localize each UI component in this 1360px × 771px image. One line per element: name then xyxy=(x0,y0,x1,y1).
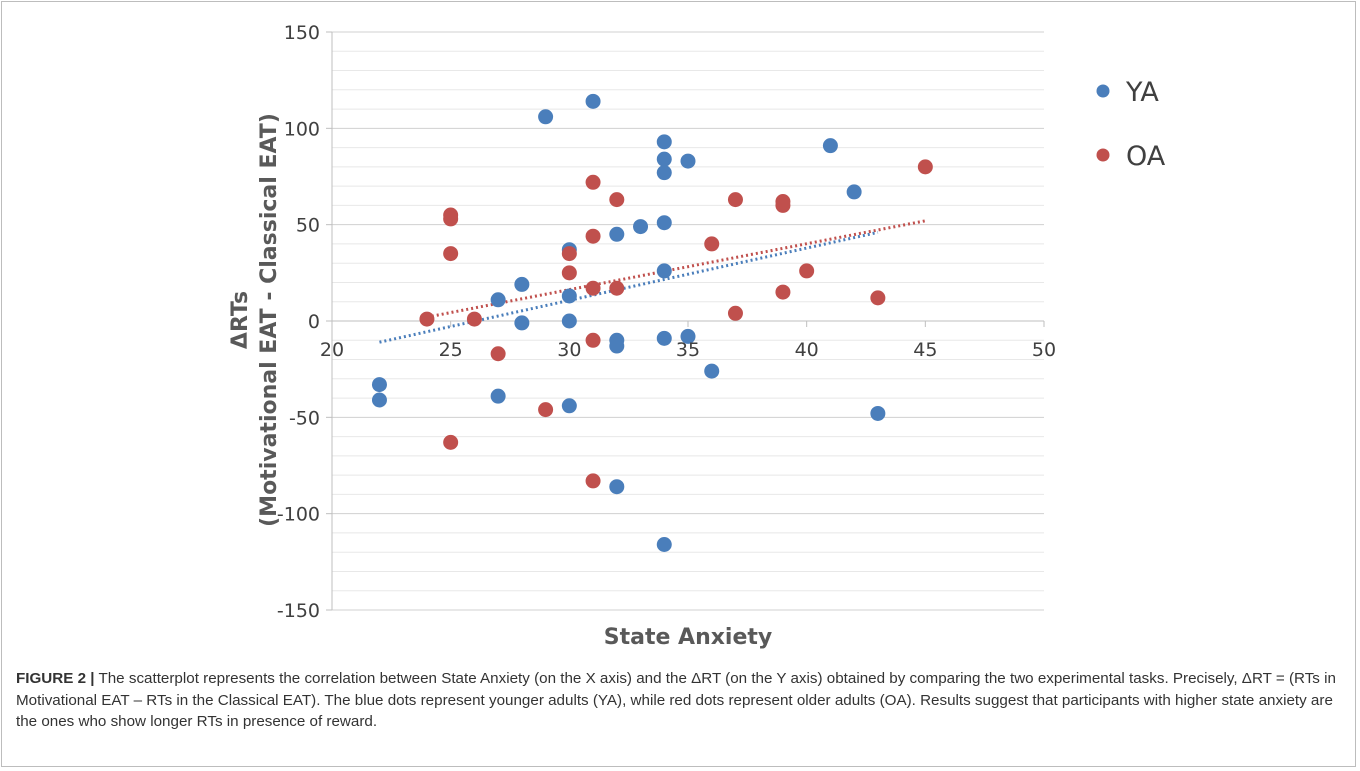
point-ya xyxy=(657,134,672,149)
x-tick-label: 45 xyxy=(913,339,937,361)
data-points xyxy=(372,94,933,552)
point-oa xyxy=(609,281,624,296)
x-axis-title: State Anxiety xyxy=(604,625,773,650)
point-ya xyxy=(562,398,577,413)
point-ya xyxy=(681,154,696,169)
legend-marker-oa xyxy=(1097,149,1110,162)
point-ya xyxy=(609,227,624,242)
point-oa xyxy=(586,333,601,348)
point-oa xyxy=(704,236,719,251)
x-tick-label: 50 xyxy=(1032,339,1056,361)
figure-caption-text: The scatterplot represents the correlati… xyxy=(16,670,1336,730)
point-oa xyxy=(419,312,434,327)
point-ya xyxy=(657,331,672,346)
point-ya xyxy=(657,537,672,552)
point-ya xyxy=(514,315,529,330)
legend: YA OA xyxy=(1097,77,1166,172)
x-tick-label: 35 xyxy=(676,339,700,361)
point-ya xyxy=(609,339,624,354)
point-ya xyxy=(514,277,529,292)
point-oa xyxy=(586,473,601,488)
y-axis-title: ΔRTs xyxy=(228,291,253,349)
x-tick-label: 25 xyxy=(439,339,463,361)
point-ya xyxy=(657,215,672,230)
point-ya xyxy=(870,406,885,421)
legend-label-oa: OA xyxy=(1126,141,1166,172)
point-oa xyxy=(586,175,601,190)
point-oa xyxy=(586,281,601,296)
point-oa xyxy=(562,265,577,280)
x-tick-label: 20 xyxy=(320,339,344,361)
point-ya xyxy=(538,109,553,124)
trendlines xyxy=(379,221,925,342)
point-oa xyxy=(467,312,482,327)
y-tick-label: 100 xyxy=(284,118,320,140)
point-oa xyxy=(562,246,577,261)
point-ya xyxy=(609,479,624,494)
point-oa xyxy=(775,198,790,213)
point-ya xyxy=(657,263,672,278)
point-oa xyxy=(799,263,814,278)
y-axis-subtitle: (Motivational EAT - Classical EAT) xyxy=(257,113,282,527)
point-oa xyxy=(918,159,933,174)
point-oa xyxy=(443,211,458,226)
point-ya xyxy=(657,165,672,180)
scatter-chart: 20 25 30 35 40 45 50 150 100 50 0 -50 -100 -150 State… xyxy=(0,0,1360,665)
point-ya xyxy=(562,288,577,303)
point-ya xyxy=(823,138,838,153)
point-oa xyxy=(586,229,601,244)
point-ya xyxy=(586,94,601,109)
y-tick-label: 50 xyxy=(296,215,320,237)
legend-marker-ya xyxy=(1097,85,1110,98)
x-tick-label: 40 xyxy=(795,339,819,361)
point-oa xyxy=(491,346,506,361)
point-ya xyxy=(847,184,862,199)
point-ya xyxy=(491,389,506,404)
point-ya xyxy=(704,364,719,379)
y-tick-label: 150 xyxy=(284,22,320,44)
point-oa xyxy=(728,306,743,321)
y-tick-label: -50 xyxy=(289,407,320,429)
point-ya xyxy=(657,152,672,167)
point-ya xyxy=(372,392,387,407)
tick-labels: 20 25 30 35 40 45 50 150 100 50 0 -50 -100 -150 xyxy=(277,22,1056,622)
point-oa xyxy=(609,192,624,207)
point-oa xyxy=(775,285,790,300)
figure-caption: FIGURE 2 | The scatterplot represents th… xyxy=(16,668,1346,733)
point-oa xyxy=(538,402,553,417)
point-ya xyxy=(562,314,577,329)
y-tick-label: -150 xyxy=(277,600,320,622)
point-oa xyxy=(728,192,743,207)
legend-label-ya: YA xyxy=(1125,77,1159,108)
figure-label: FIGURE 2 | xyxy=(16,670,95,687)
y-tick-label: -100 xyxy=(277,504,320,526)
point-ya xyxy=(633,219,648,234)
y-tick-label: 0 xyxy=(308,311,320,333)
point-oa xyxy=(443,246,458,261)
x-tick-label: 30 xyxy=(557,339,581,361)
point-ya xyxy=(372,377,387,392)
point-oa xyxy=(870,290,885,305)
point-oa xyxy=(443,435,458,450)
point-ya xyxy=(491,292,506,307)
